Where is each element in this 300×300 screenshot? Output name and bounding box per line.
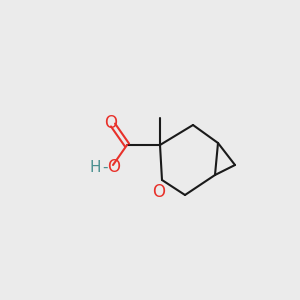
Text: -: - [102,160,108,175]
Text: O: O [107,158,121,176]
Text: O: O [104,114,118,132]
Text: H: H [89,160,101,175]
Text: O: O [152,183,166,201]
